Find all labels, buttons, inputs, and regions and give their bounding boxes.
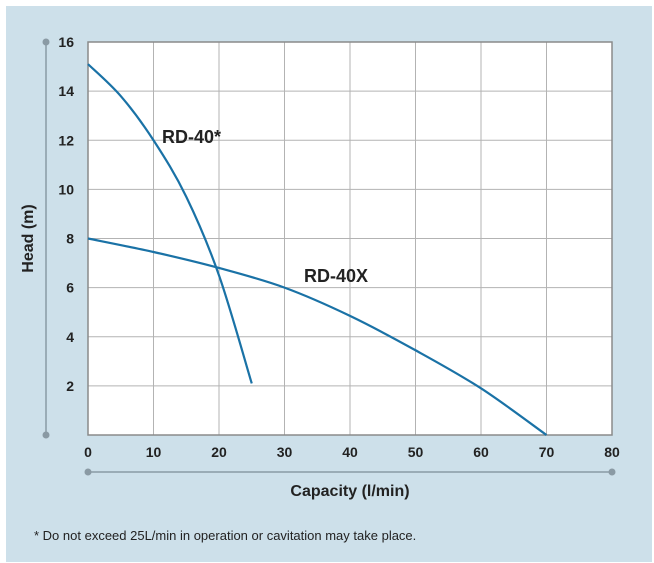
- y-tick-label: 4: [66, 329, 74, 345]
- x-range-end-right: [608, 468, 616, 476]
- x-tick-label: 70: [539, 444, 555, 460]
- series-line-2: [87, 237, 548, 436]
- series-line-1: [87, 63, 253, 384]
- y-axis-title: Head (m): [20, 204, 37, 272]
- x-tick-label: 20: [211, 444, 227, 460]
- x-axis-title: Capacity (l/min): [290, 483, 409, 500]
- y-tick-label: 12: [58, 132, 74, 148]
- y-tick-label: 2: [66, 378, 74, 394]
- series-group: RD-40* RD-40X: [87, 63, 548, 436]
- y-range-end-bottom: [42, 431, 50, 439]
- x-tick-label: 0: [84, 444, 92, 460]
- x-tick-label: 40: [342, 444, 358, 460]
- axis-range-bars: [42, 38, 616, 476]
- y-tick-label: 14: [58, 83, 74, 99]
- y-tick-label: 16: [58, 34, 74, 50]
- y-tick-labels: 2 4 6 8 10 12 14 16: [58, 34, 74, 394]
- footnote: * Do not exceed 25L/min in operation or …: [34, 528, 417, 543]
- x-tick-label: 80: [604, 444, 620, 460]
- x-tick-label: 10: [146, 444, 162, 460]
- chart-panel: 0 10 20 30 40 50 60 70 80 2 4 6 8 10 12 14 16 RD-40* RD-…: [6, 6, 652, 562]
- y-tick-label: 10: [58, 181, 74, 197]
- grid: [88, 42, 612, 435]
- y-tick-label: 6: [66, 280, 74, 296]
- y-range-end-top: [42, 38, 50, 46]
- series-label-2: RD-40X: [304, 266, 368, 286]
- series-label-1: RD-40*: [162, 127, 221, 147]
- x-tick-labels: 0 10 20 30 40 50 60 70 80: [84, 444, 620, 460]
- x-tick-label: 60: [473, 444, 489, 460]
- x-range-end-left: [84, 468, 92, 476]
- x-tick-label: 50: [408, 444, 424, 460]
- x-tick-label: 30: [277, 444, 293, 460]
- y-tick-label: 8: [66, 231, 74, 247]
